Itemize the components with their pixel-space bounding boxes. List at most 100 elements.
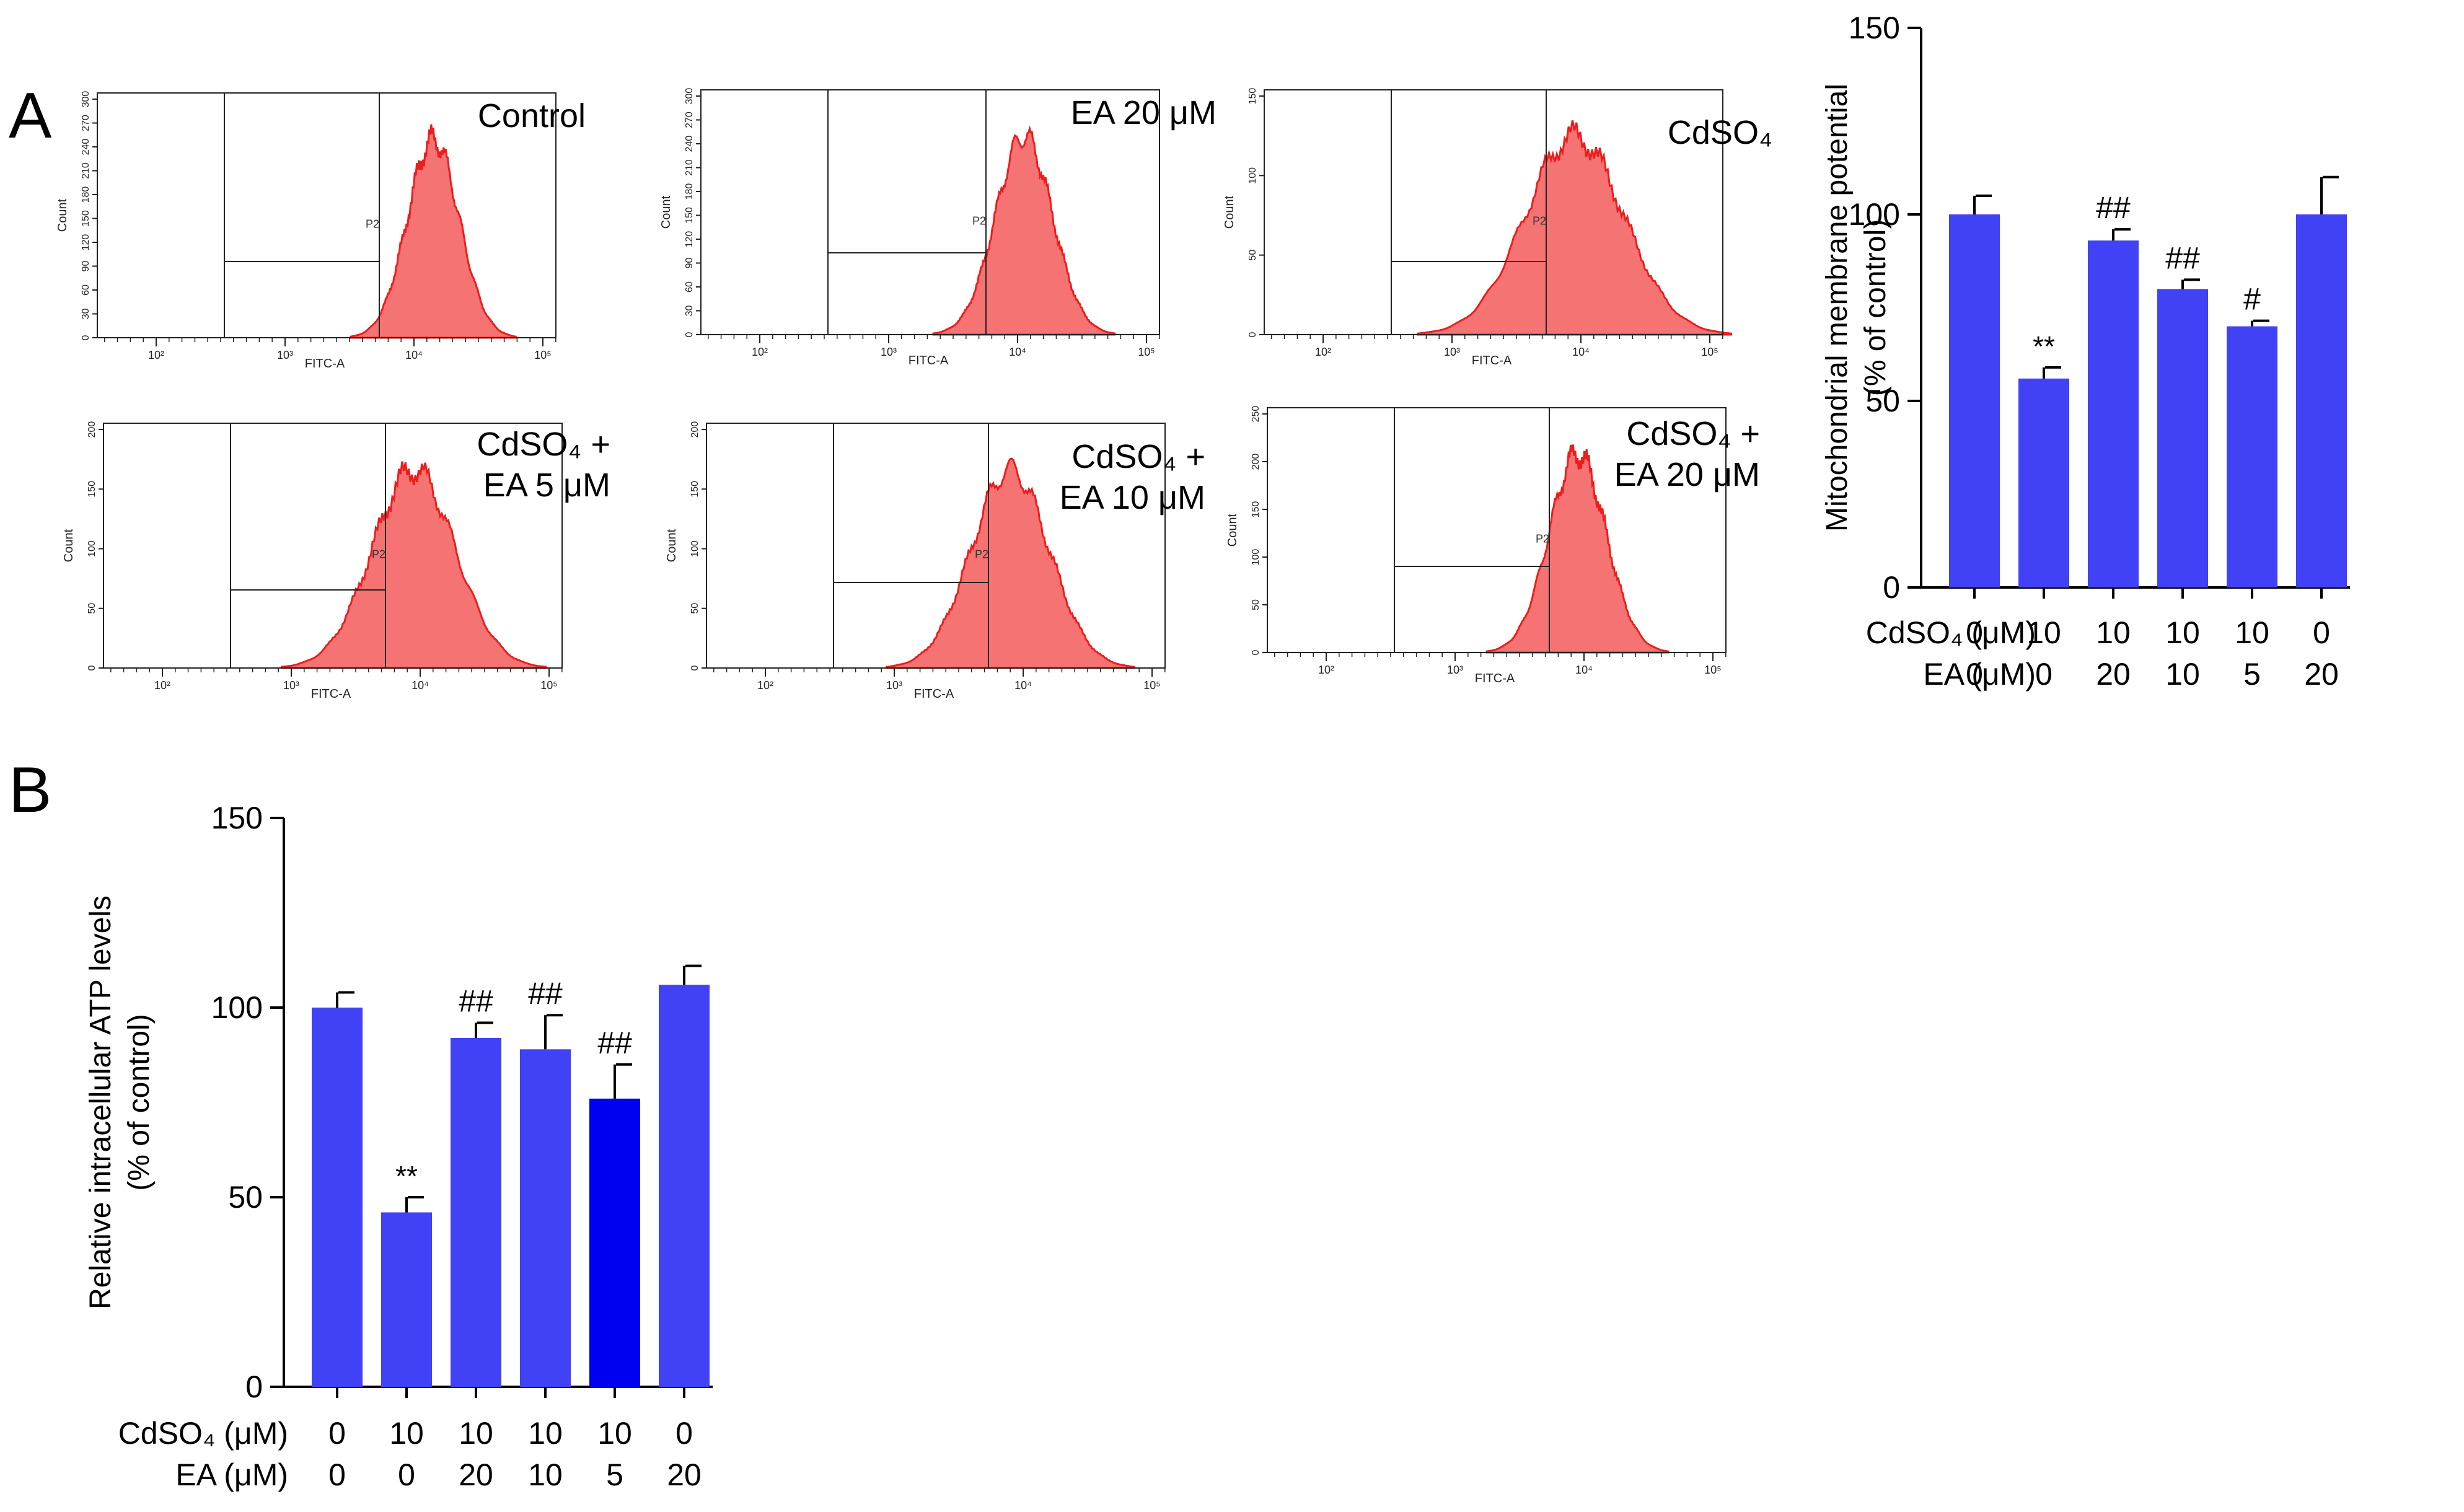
y-tick-label: 90 [684,258,695,269]
ea-value: 5 [606,1457,623,1492]
x-axis-label: FITC-A [909,354,949,367]
y-axis-label: Count [665,529,679,562]
histogram [350,124,517,339]
flow-panel: P2 0 30 60 90 120 150 180 210 240 270 300 Count 10² 10… [56,91,586,371]
flow-panel: P2 0 50 100 150 200 250 Count 10² 10³ 10⁴ 10⁵ FITC-A… [1226,406,1760,685]
x-axis-label: FITC-A [311,687,351,701]
x-axis-label: FITC-A [1472,354,1512,367]
y-tick-label: 150 [1251,501,1261,518]
histogram [1417,120,1733,336]
plot-frame [700,89,1160,335]
y-tick-label: 0 [1251,649,1261,655]
x-tick-label: 10⁵ [1143,679,1160,692]
significance-label: ## [528,976,563,1011]
y-tick-label: 210 [81,162,91,179]
x-tick-label: 10² [752,346,768,358]
panel-title: EA 20 μM [1614,456,1760,493]
y-tick-label: 100 [211,990,263,1025]
y-tick-label: 60 [81,284,91,296]
ea-value: 0 [398,1457,415,1492]
y-axis-label: (% of control) [1859,219,1892,396]
cdso4-value: 10 [597,1416,632,1451]
y-tick-label: 120 [81,234,91,251]
y-tick-label: 150 [690,481,700,498]
y-tick-label: 150 [1849,11,1900,45]
y-tick-label: 150 [87,481,97,498]
y-tick-label: 150 [684,207,695,224]
y-axis-label: Relative intracellular ATP levels [84,895,117,1309]
bar [312,1008,363,1387]
significance-label: ** [395,1160,418,1192]
panel-label-a: A [9,80,52,152]
panel-title: EA 20 μM [1071,94,1217,131]
plot-frame [1264,89,1723,335]
bar [2088,240,2139,587]
row-label-ea: EA (μM) [175,1457,288,1492]
panel-title: CdSO₄ + [1626,415,1760,452]
cdso4-value: 10 [528,1416,563,1451]
cdso4-value: 10 [2165,615,2200,650]
x-tick-label: 10² [148,349,164,361]
y-tick-label: 200 [690,421,700,438]
bar [589,1098,640,1387]
y-tick-label: 0 [245,1369,263,1404]
cdso4-value: 10 [389,1416,424,1451]
bar [381,1212,432,1387]
x-tick-label: 10³ [881,346,897,358]
y-tick-label: 250 [1251,406,1261,423]
y-tick-label: 240 [81,139,91,156]
y-tick-label: 60 [684,281,695,292]
y-axis-label: Mitochondrial membrane potential [1821,84,1854,532]
x-tick-label: 10⁴ [1575,664,1593,676]
ea-value: 0 [2035,657,2053,692]
flow-panel: P2 0 50 100 150 Count 10² 10³ 10⁴ 10⁵ FITC-A CdSO₄ [1223,88,1772,367]
y-axis-label: Count [659,195,673,229]
y-tick-label: 50 [1865,384,1900,418]
y-tick-label: 150 [1247,88,1258,105]
x-tick-label: 10⁴ [1014,679,1032,692]
significance-label: # [2243,282,2261,317]
y-axis-label: Count [56,198,69,232]
y-axis-label: Count [1226,513,1239,547]
y-tick-label: 0 [690,665,700,670]
plot-frame [97,92,557,338]
cdso4-value: 10 [2026,615,2061,650]
bar [2296,214,2347,587]
row-label-ea: EA (μM) [1923,657,2036,692]
x-tick-label: 10⁵ [1138,346,1155,358]
x-tick-label: 10² [757,679,773,692]
panel-title: CdSO₄ + [1071,438,1205,475]
y-tick-label: 0 [1247,332,1258,337]
panel-title: CdSO₄ + [477,426,610,463]
y-tick-label: 30 [81,309,91,320]
y-tick-label: 240 [684,136,695,152]
y-tick-label: 270 [684,112,695,128]
cdso4-value: 0 [2313,615,2330,650]
x-tick-label: 10³ [1444,346,1460,358]
y-tick-label: 90 [81,261,91,272]
y-tick-label: 100 [87,540,97,557]
plot-frame [1267,407,1727,653]
ea-value: 5 [2243,657,2261,692]
y-tick-label: 180 [81,187,91,203]
gate-label: P2 [975,548,988,560]
gate-label: P2 [1536,532,1549,545]
y-tick-label: 120 [684,231,695,248]
x-axis-label: FITC-A [305,357,345,371]
ea-value: 0 [1966,657,1983,692]
cdso4-value: 0 [1966,615,1983,650]
y-tick-label: 200 [87,421,97,438]
y-tick-label: 270 [81,115,91,131]
significance-label: ## [597,1026,632,1060]
histogram [932,125,1116,336]
ea-value: 10 [2165,657,2200,692]
bar [2227,326,2277,587]
x-tick-label: 10³ [1447,664,1463,676]
y-tick-label: 0 [684,332,695,337]
ea-value: 20 [667,1457,702,1492]
panel-title: EA 10 μM [1060,479,1205,516]
y-axis-label: Count [1223,195,1236,229]
significance-label: ## [459,983,493,1018]
